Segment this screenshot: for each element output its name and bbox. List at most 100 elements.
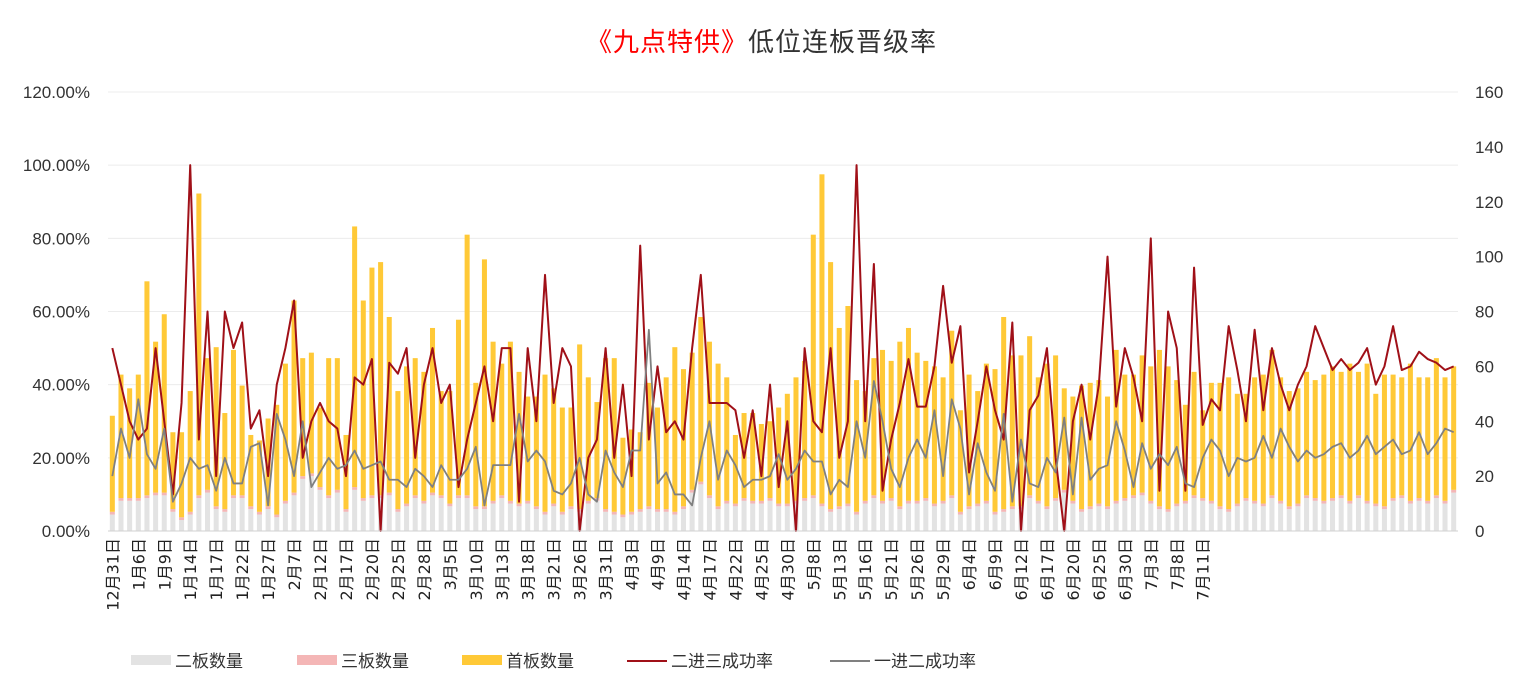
bar-二板数量 [438,498,444,531]
bar-首板数量 [620,437,626,515]
bar-三板数量 [430,492,436,496]
bar-三板数量 [923,498,929,501]
bar-首板数量 [1243,393,1249,499]
bar-首板数量 [282,363,288,501]
bar-三板数量 [1321,500,1327,504]
bar-三板数量 [490,500,496,504]
bar-首板数量 [611,358,617,512]
bar-首板数量 [1373,393,1379,504]
bar-首板数量 [1165,366,1171,510]
bar-二板数量 [317,489,323,531]
bar-三板数量 [1278,500,1284,504]
bar-三板数量 [135,498,141,501]
bar-首板数量 [689,352,695,490]
bar-三板数量 [776,503,782,507]
left-axis-tick-label: 60.00% [32,303,90,322]
bar-二板数量 [481,509,487,531]
bar-二板数量 [248,509,254,531]
bar-二板数量 [663,511,669,531]
legend-label-三板数量: 三板数量 [341,652,409,672]
bar-三板数量 [1113,500,1119,504]
bar-首板数量 [828,262,834,510]
bar-二板数量 [326,498,332,531]
x-tick-label: 2月20日 [363,538,382,601]
bar-三板数量 [542,511,548,515]
bar-三板数量 [1174,503,1180,507]
right-axis-tick-label: 40 [1475,412,1494,431]
bar-二板数量 [611,514,617,531]
x-tick-label: 6月30日 [1116,538,1135,601]
bar-三板数量 [724,500,730,504]
bar-三板数量 [179,517,185,521]
bar-二板数量 [1234,506,1240,531]
bar-首板数量 [568,407,574,507]
bar-二板数量 [1304,498,1310,531]
bar-三板数量 [1364,500,1370,504]
bar-二板数量 [1373,506,1379,531]
bar-二板数量 [940,503,946,531]
bar-首板数量 [230,349,236,496]
bar-三板数量 [611,511,617,515]
right-axis-tick-label: 0 [1475,522,1484,541]
bar-二板数量 [1122,500,1128,531]
bar-二板数量 [1243,500,1249,531]
bar-二板数量 [179,520,185,531]
bar-三板数量 [386,492,392,496]
bar-二板数量 [1252,503,1258,531]
bar-首板数量 [205,358,211,490]
x-tick-label: 4月17日 [700,538,719,601]
bar-三板数量 [421,500,427,504]
bar-首板数量 [1381,374,1387,507]
bar-首板数量 [308,352,314,474]
bar-首板数量 [1295,388,1301,504]
bar-三板数量 [222,509,228,512]
x-tick-label: 3月26日 [571,538,590,601]
bar-首板数量 [784,393,790,504]
bar-三板数量 [213,506,219,510]
bar-首板数量 [1191,371,1197,496]
bar-首板数量 [732,434,738,504]
bar-首板数量 [1139,355,1145,493]
x-tick-label: 2月12日 [311,538,330,601]
bar-三板数量 [352,487,358,490]
x-tick-label: 1月14日 [181,538,200,601]
bar-三板数量 [706,495,712,499]
bar-二板数量 [1330,500,1336,531]
bar-首板数量 [109,415,115,512]
x-tick-label: 3月5日 [441,538,460,590]
bar-首板数量 [931,366,937,504]
bar-首板数量 [1442,377,1448,501]
bar-二板数量 [421,503,427,531]
bar-二板数量 [1321,503,1327,531]
bar-二板数量 [1433,498,1439,531]
bar-二板数量 [819,506,825,531]
bar-三板数量 [369,495,375,499]
bar-三板数量 [680,506,686,510]
bar-二板数量 [698,484,704,531]
bar-二板数量 [905,503,911,531]
bar-首板数量 [1390,374,1396,499]
bar-二板数量 [784,506,790,531]
bar-三板数量 [620,514,626,518]
bar-首板数量 [135,374,141,499]
bar-首板数量 [724,377,730,501]
bar-首板数量 [1321,374,1327,501]
bar-三板数量 [525,500,531,504]
bar-二板数量 [109,514,115,531]
bar-首板数量 [1364,363,1370,501]
bar-二板数量 [1200,500,1206,531]
bar-首板数量 [1035,377,1041,501]
bar-三板数量 [1148,500,1154,504]
bar-三板数量 [256,511,262,515]
x-tick-label: 1月9日 [155,538,174,590]
bar-二板数量 [1096,506,1102,531]
bar-二板数量 [776,506,782,531]
bar-三板数量 [905,500,911,504]
x-tick-label: 2月25日 [389,538,408,601]
bar-三板数量 [603,509,609,512]
line-series-group [111,164,1455,532]
bar-三板数量 [750,500,756,504]
bar-二板数量 [447,506,453,531]
bar-首板数量 [1148,366,1154,501]
bar-二板数量 [256,514,262,531]
